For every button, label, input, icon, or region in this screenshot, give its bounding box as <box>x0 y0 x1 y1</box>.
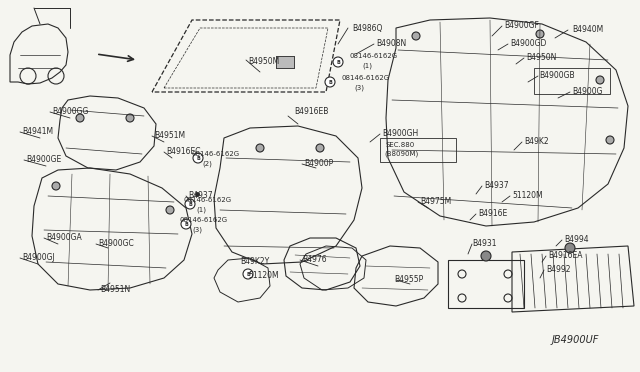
Text: B49K2: B49K2 <box>524 138 548 147</box>
Bar <box>276 56 294 68</box>
Bar <box>534 68 610 94</box>
Text: B4900GB: B4900GB <box>539 71 575 80</box>
Text: B4951N: B4951N <box>100 285 131 295</box>
Text: 08146-6162G: 08146-6162G <box>350 53 398 59</box>
Text: 08146-6162G: 08146-6162G <box>180 217 228 223</box>
Circle shape <box>325 77 335 87</box>
Text: B4992: B4992 <box>546 266 570 275</box>
Text: 08146-6162G: 08146-6162G <box>184 197 232 203</box>
Text: (2): (2) <box>202 161 212 167</box>
Circle shape <box>316 144 324 152</box>
Text: B4900GH: B4900GH <box>382 129 419 138</box>
Text: B: B <box>184 221 188 227</box>
Text: B4937: B4937 <box>484 182 509 190</box>
Circle shape <box>256 144 264 152</box>
Bar <box>276 56 294 68</box>
Text: B4916EC: B4916EC <box>166 148 200 157</box>
Circle shape <box>185 199 195 209</box>
Bar <box>448 260 524 308</box>
Circle shape <box>243 269 253 279</box>
Text: (1): (1) <box>362 63 372 69</box>
Text: B4900GG: B4900GG <box>52 108 88 116</box>
Circle shape <box>193 153 203 163</box>
Text: B4986Q: B4986Q <box>352 23 382 32</box>
Text: B4900GD: B4900GD <box>510 39 547 48</box>
Text: B4916E: B4916E <box>478 209 508 218</box>
Text: 51120M: 51120M <box>248 272 278 280</box>
Text: B49K2Y: B49K2Y <box>240 257 269 266</box>
Circle shape <box>166 206 174 214</box>
Text: B4900GJ: B4900GJ <box>22 253 55 263</box>
Text: SEC.880: SEC.880 <box>386 142 415 148</box>
Text: (1): (1) <box>196 207 206 213</box>
Circle shape <box>536 30 544 38</box>
Circle shape <box>596 76 604 84</box>
Circle shape <box>52 182 60 190</box>
Circle shape <box>181 219 191 229</box>
Text: B4916EA: B4916EA <box>548 251 582 260</box>
Text: (3): (3) <box>192 227 202 233</box>
Text: B4951M: B4951M <box>154 131 185 141</box>
Text: B4931: B4931 <box>472 240 497 248</box>
Text: B: B <box>328 80 332 84</box>
Text: 08146-6162G: 08146-6162G <box>192 151 240 157</box>
Circle shape <box>333 57 343 67</box>
Text: B4940M: B4940M <box>572 26 604 35</box>
Text: B4900GC: B4900GC <box>98 240 134 248</box>
Text: 51120M: 51120M <box>512 192 543 201</box>
Circle shape <box>565 243 575 253</box>
Text: B4950M: B4950M <box>248 58 279 67</box>
Text: B4937: B4937 <box>188 192 212 201</box>
Text: B4975M: B4975M <box>420 198 451 206</box>
Text: B4908N: B4908N <box>376 39 406 48</box>
Text: B4900GF: B4900GF <box>504 22 539 31</box>
Text: B4900GA: B4900GA <box>46 234 82 243</box>
Circle shape <box>412 32 420 40</box>
Circle shape <box>76 114 84 122</box>
Text: B4900P: B4900P <box>304 160 333 169</box>
Text: B: B <box>336 60 340 64</box>
Text: B: B <box>246 272 250 276</box>
Text: (3): (3) <box>354 85 364 91</box>
Text: B4900GE: B4900GE <box>26 155 61 164</box>
Bar <box>380 138 456 162</box>
Text: B4955P: B4955P <box>394 276 423 285</box>
Text: B4950N: B4950N <box>526 54 556 62</box>
Text: B: B <box>188 202 192 206</box>
Text: (B8090M): (B8090M) <box>384 151 419 157</box>
Circle shape <box>126 114 134 122</box>
Text: JB4900UF: JB4900UF <box>552 335 600 345</box>
Text: B4994: B4994 <box>564 235 589 244</box>
Text: B4900G: B4900G <box>572 87 602 96</box>
Circle shape <box>606 136 614 144</box>
Text: B4976: B4976 <box>302 256 326 264</box>
Text: 08146-6162G: 08146-6162G <box>342 75 390 81</box>
Text: B: B <box>196 155 200 160</box>
Text: B4916EB: B4916EB <box>294 108 328 116</box>
Text: B4941M: B4941M <box>22 128 53 137</box>
Circle shape <box>481 251 491 261</box>
